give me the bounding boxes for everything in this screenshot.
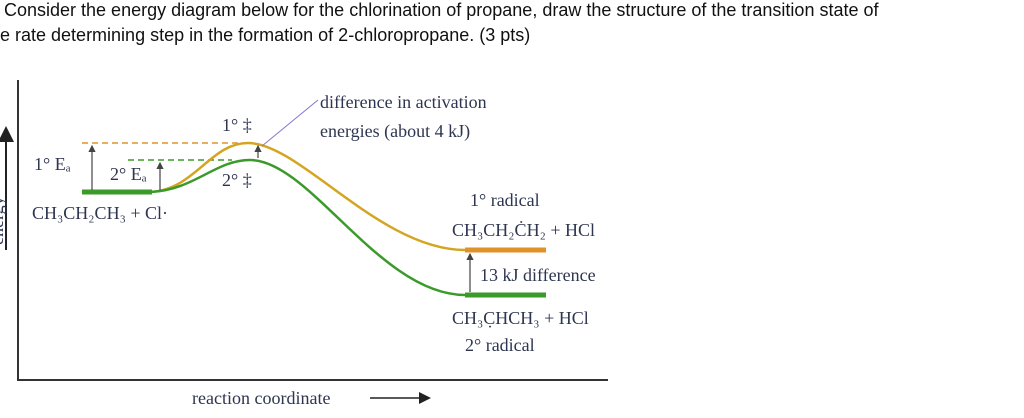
reactants: CH₃CH₂CH₃ + Cl· <box>32 203 168 223</box>
species-label: 2° radical <box>465 335 535 355</box>
secondary-curve <box>149 158 466 297</box>
ea-label: 2° Eₐ <box>110 164 147 184</box>
question-line: e rate determining step in the formation… <box>0 25 531 45</box>
callout-line <box>261 99 319 147</box>
products: CH₃C̣HCH₃ + HCl <box>452 308 589 328</box>
products: CH₃CH₂ĊH₂ + HCl <box>452 220 595 240</box>
difference-label: 13 kJ difference <box>480 265 596 285</box>
question-line: Consider the energy diagram below for th… <box>4 0 879 20</box>
primary-curve <box>149 141 466 252</box>
species-label: 1° radical <box>470 190 540 210</box>
y-axis-label: energy <box>0 196 7 245</box>
ts-label: 2° ‡ <box>222 170 252 190</box>
x-axis-label: reaction coordinate <box>192 388 330 408</box>
ts-label: 1° ‡ <box>222 115 252 135</box>
ea-label: 1° Eₐ <box>34 154 71 174</box>
annotation: energies (about 4 kJ) <box>320 121 470 142</box>
annotation: difference in activation <box>320 92 487 112</box>
